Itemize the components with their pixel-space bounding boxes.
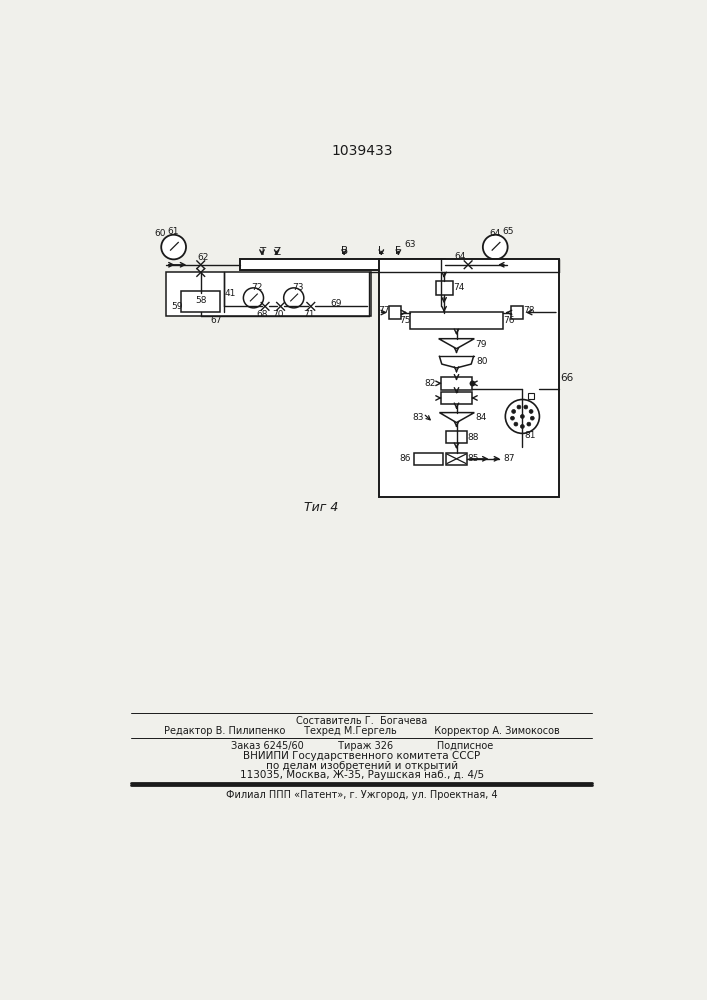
Text: 69: 69 [331,299,342,308]
Polygon shape [440,413,474,423]
Bar [441,377,472,389]
Bar [379,259,559,497]
Text: T: T [259,247,265,257]
Text: 81: 81 [525,431,536,440]
Circle shape [243,288,264,308]
Text: 75: 75 [399,316,410,325]
Text: B: B [341,246,348,256]
Text: Редактор В. Пилипенко      Техред М.Гергель            Корректор А. Зимокосов: Редактор В. Пилипенко Техред М.Гергель К… [164,726,560,736]
Circle shape [161,235,186,259]
Text: 1039433: 1039433 [331,144,392,158]
Text: 72: 72 [252,283,263,292]
Text: 66: 66 [561,373,574,383]
Circle shape [483,235,508,259]
Text: ВНИИПИ Государственного комитета СССР: ВНИИПИ Государственного комитета СССР [243,751,481,761]
Text: 88: 88 [467,433,479,442]
Text: 86: 86 [399,454,411,463]
Text: 65: 65 [503,227,514,236]
Circle shape [284,288,304,308]
Text: Филиал ППП «Патент», г. Ужгород, ул. Проектная, 4: Филиал ППП «Патент», г. Ужгород, ул. Про… [226,790,498,800]
Text: 68: 68 [256,310,268,319]
Text: 84: 84 [476,413,487,422]
Circle shape [514,422,518,426]
Circle shape [529,410,533,413]
Text: Τиг 4: Τиг 4 [304,501,338,514]
Text: 61: 61 [168,227,180,236]
Text: 74: 74 [453,283,464,292]
Text: 113035, Москва, Ж-35, Раушская наб., д. 4/5: 113035, Москва, Ж-35, Раушская наб., д. … [240,770,484,780]
Bar [445,453,467,465]
Bar [528,393,534,399]
Text: 76: 76 [503,316,515,325]
Text: 80: 80 [477,357,488,366]
Text: 60: 60 [155,229,166,238]
Text: Заказ 6245/60           Тираж 326              Подписное: Заказ 6245/60 Тираж 326 Подписное [230,741,493,751]
Bar [436,281,452,295]
Text: 67: 67 [211,316,222,325]
Polygon shape [438,339,474,349]
Text: 71: 71 [303,310,314,319]
Text: 59: 59 [171,302,183,311]
Circle shape [517,405,521,409]
Circle shape [520,415,525,418]
Text: 87: 87 [503,454,515,463]
Bar [441,392,472,404]
Text: F: F [395,246,402,256]
Bar [389,306,402,319]
Text: 82: 82 [424,379,436,388]
Bar [410,312,503,329]
Text: 70: 70 [272,310,284,319]
Text: 62: 62 [197,253,209,262]
Text: 58: 58 [195,296,206,305]
Text: 83: 83 [412,413,423,422]
Bar [510,306,523,319]
Bar [240,259,445,270]
Text: 73: 73 [292,283,303,292]
Text: Z: Z [273,247,280,257]
Bar [414,453,443,465]
Text: Составитель Г.  Богачева: Составитель Г. Богачева [296,716,428,726]
Text: 64: 64 [489,229,501,238]
Text: по делам изобретений и открытий: по делам изобретений и открытий [266,761,458,771]
Circle shape [510,416,515,420]
Circle shape [520,425,525,428]
Text: 63: 63 [404,240,416,249]
Text: L: L [378,246,384,256]
Text: 85: 85 [468,454,479,463]
Bar [445,431,467,443]
Circle shape [530,416,534,420]
Circle shape [506,400,539,433]
Text: 78: 78 [524,306,535,315]
Circle shape [524,405,527,409]
Text: 41: 41 [225,289,236,298]
Circle shape [527,422,531,426]
Bar [182,291,220,312]
Bar [166,272,371,316]
Text: 77: 77 [379,306,390,315]
Text: 64: 64 [455,252,466,261]
Circle shape [512,410,515,413]
Text: 79: 79 [476,340,487,349]
